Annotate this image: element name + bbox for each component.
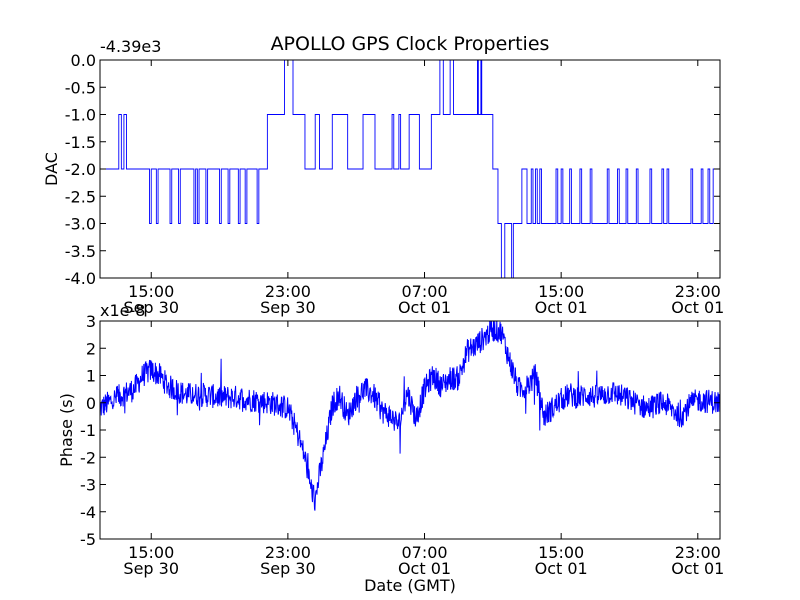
phase-ytick-label: 3 [86,312,96,331]
dac-ytick-label: -1.5 [65,133,96,152]
dac-xtick-time: 07:00 [401,282,447,301]
dac-xtick-time: 23:00 [265,282,311,301]
dac-ytick-label: -1.0 [65,106,96,125]
phase-ytick-label: -2 [80,448,96,467]
phase-ytick-label: 1 [86,367,96,386]
dac-series-line [100,60,720,278]
phase-xtick-date: Oct 01 [671,559,724,578]
phase-ytick-label: -1 [80,421,96,440]
phase-offset-text: x1e-8 [100,301,145,320]
phase-ytick-label: 2 [86,339,96,358]
phase-y-axis: 3 2 1 0 -1 -2 -3 -4 -5 [80,312,720,549]
phase-y-axis-label: Phase (s) [57,393,76,467]
phase-series-line [100,321,720,511]
dac-xtick-time: 23:00 [675,282,721,301]
phase-xtick-time: 23:00 [265,543,311,562]
phase-xtick-date: Oct 01 [398,559,451,578]
dac-ytick-label: 0.0 [71,51,96,70]
phase-xtick-date: Sep 30 [123,559,179,578]
dac-ytick-label: -4.0 [65,269,96,288]
phase-xtick-time: 15:00 [538,543,584,562]
dac-ytick-label: -3.5 [65,242,96,261]
dac-series-group [100,60,720,278]
dac-xtick-date: Oct 01 [535,298,588,317]
dac-y-axis-label: DAC [42,152,61,186]
phase-xtick-date: Sep 30 [260,559,316,578]
dac-xtick-time: 15:00 [128,282,174,301]
phase-xtick-time: 07:00 [401,543,447,562]
phase-plot-clip [100,321,720,511]
dac-xtick-time: 15:00 [538,282,584,301]
phase-xtick-date: Oct 01 [535,559,588,578]
figure-title: APOLLO GPS Clock Properties [271,33,550,55]
dac-offset-text: -4.39e3 [100,37,161,56]
dac-xtick-date: Oct 01 [398,298,451,317]
dac-xtick-date: Oct 01 [671,298,724,317]
phase-ytick-label: -4 [80,503,96,522]
dac-ytick-label: -3.0 [65,215,96,234]
dac-y-axis: 0.0 -0.5 -1.0 -1.5 -2.0 -2.5 -3.0 -3.5 -4.0 [65,51,720,288]
phase-ytick-label: -5 [80,530,96,549]
dac-xtick-date: Sep 30 [260,298,316,317]
phase-xtick-time: 23:00 [675,543,721,562]
phase-x-axis-label: Date (GMT) [364,576,456,595]
phase-xtick-time: 15:00 [128,543,174,562]
dac-ytick-label: -2.5 [65,187,96,206]
phase-series-group [100,321,720,511]
dac-plot-clip [100,60,720,278]
phase-ytick-label: 0 [86,394,96,413]
phase-ytick-label: -3 [80,476,96,495]
dac-ytick-label: -0.5 [65,78,96,97]
dac-panel: -4.39e3 0.0 -0.5 -1.0 -1.5 -2.0 -2.5 -3.0 -3.5 -… [42,37,724,317]
dac-ytick-label: -2.0 [65,160,96,179]
dac-xtick-date: Sep 30 [123,298,179,317]
